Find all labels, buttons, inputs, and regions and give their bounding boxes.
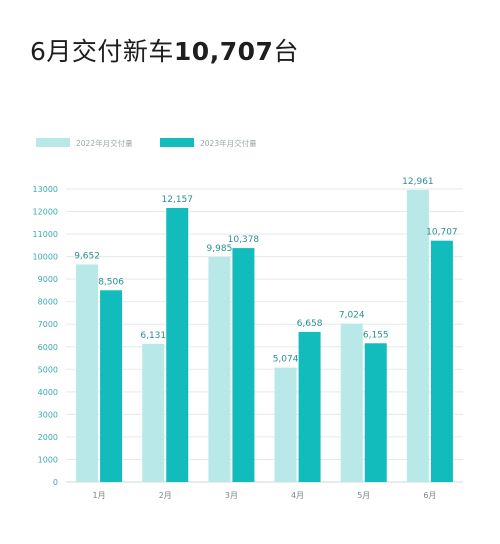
y-tick-label: 1000 [38, 455, 58, 464]
y-tick-label: 13000 [33, 185, 58, 194]
bar-1-0 [100, 290, 123, 482]
y-tick-label: 8000 [38, 298, 58, 307]
bar-1-4 [364, 343, 387, 482]
x-tick-label: 2月 [159, 491, 172, 500]
bar-0-0 [76, 264, 99, 482]
value-label-0-4: 7,024 [339, 311, 365, 321]
value-label-1-0: 8,506 [98, 277, 124, 287]
value-label-0-0: 9,652 [74, 251, 100, 261]
bar-1-3 [298, 331, 321, 482]
y-tick-label: 10000 [33, 253, 58, 262]
legend-label-0: 2022年月交付量 [76, 138, 133, 148]
legend-swatch-1 [160, 138, 194, 147]
legend-label-1: 2023年月交付量 [200, 138, 257, 148]
y-tick-label: 7000 [38, 320, 58, 329]
value-label-1-2: 10,378 [228, 235, 260, 245]
headline: 6月交付新车10,707台 [30, 32, 299, 68]
value-label-1-4: 6,155 [363, 330, 389, 340]
bar-0-1 [142, 343, 165, 482]
chart-grid [66, 188, 463, 483]
y-tick-label: 6000 [38, 343, 58, 352]
x-axis: 1月 2月 3月 4月 5月 6月 [93, 491, 437, 500]
y-tick-label: 12000 [33, 208, 58, 217]
bar-1-1 [166, 207, 189, 482]
x-tick-label: 1月 [93, 491, 106, 500]
y-tick-label: 3000 [38, 410, 58, 419]
y-axis: 0 1000 2000 3000 4000 5000 6000 7000 8000 9000 100… [33, 185, 58, 487]
y-tick-label: 2000 [38, 433, 58, 442]
headline-prefix: 6月交付新车 [30, 37, 174, 66]
bar-0-5 [406, 189, 429, 482]
x-tick-label: 3月 [225, 491, 238, 500]
legend-swatch-0 [36, 138, 70, 147]
y-tick-label: 0 [53, 478, 58, 487]
x-tick-label: 4月 [291, 491, 304, 500]
value-label-1-3: 6,658 [297, 319, 323, 329]
bar-0-2 [208, 256, 231, 482]
value-label-0-5: 12,961 [402, 177, 434, 187]
bar-1-5 [430, 240, 453, 482]
chart-bars [76, 189, 453, 482]
value-label-0-2: 9,985 [207, 244, 233, 254]
value-label-0-1: 6,131 [140, 331, 166, 341]
y-tick-label: 4000 [38, 388, 58, 397]
x-tick-label: 6月 [423, 491, 436, 500]
y-tick-label: 5000 [38, 365, 58, 374]
bar-0-3 [274, 367, 297, 482]
value-label-0-3: 5,074 [273, 355, 299, 365]
y-tick-label: 11000 [33, 230, 58, 239]
bar-1-2 [232, 248, 255, 482]
headline-number: 10,707 [173, 37, 274, 66]
x-tick-label: 5月 [357, 491, 370, 500]
chart-legend: 2022年月交付量 2023年月交付量 [36, 138, 257, 148]
bar-0-4 [340, 323, 363, 482]
y-tick-label: 9000 [38, 275, 58, 284]
value-label-1-1: 12,157 [162, 195, 194, 205]
headline-suffix: 台 [273, 37, 299, 66]
value-label-1-5: 10,707 [426, 228, 458, 238]
